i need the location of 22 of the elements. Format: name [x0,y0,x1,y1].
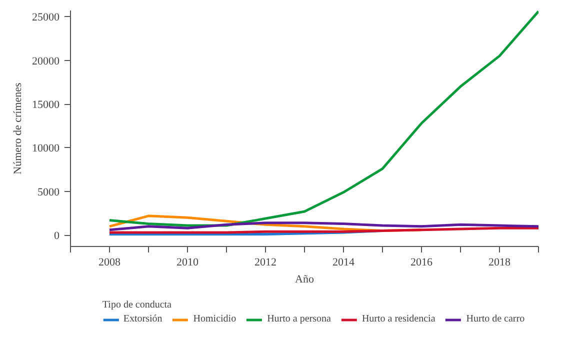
y-tick-label: 5000 [38,186,60,198]
y-tick-label: 0 [54,230,60,242]
legend-label: Homicidio [193,314,236,324]
x-tick-label: 2010 [176,256,199,268]
legend-title: Tipo de conducta [102,300,172,310]
y-axis-title: Número de crímenes [12,82,24,174]
legend-label: Hurto a residencia [362,314,436,324]
x-axis-title: Año [295,274,314,286]
x-tick-label: 2018 [488,256,511,268]
y-tick-label: 15000 [32,99,60,112]
x-tick-label: 2012 [254,256,276,268]
line-series [108,222,538,232]
legend-label: Hurto de carro [466,314,525,324]
y-tick-label: 25000 [32,12,60,24]
legend-label: Extorsión [123,314,162,324]
x-tick-label: 2016 [410,256,433,268]
y-tick-label: 20000 [32,55,60,68]
x-tick-label: 2008 [98,256,121,268]
legend-label: Hurto a persona [267,314,331,324]
line-series [108,10,538,227]
y-tick-label: 10000 [32,142,60,155]
x-tick-label: 2014 [332,256,355,268]
